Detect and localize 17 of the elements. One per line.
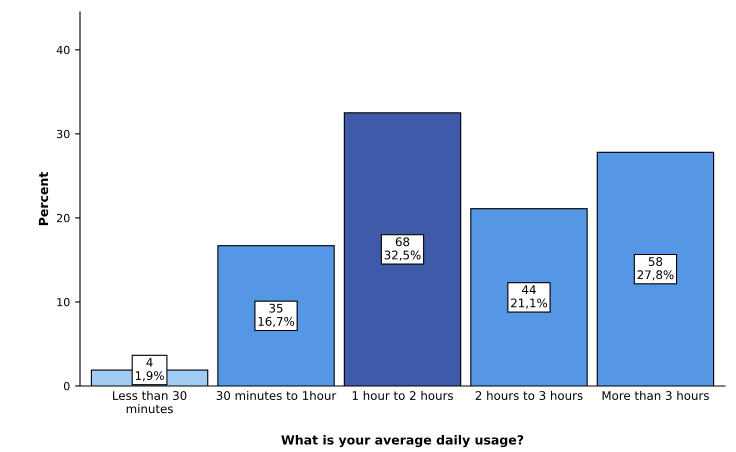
data-label: 68 32,5% [384,237,421,261]
data-label: 58 27,8% [638,257,674,280]
x-axis-title: What is your average daily usage? [281,434,524,448]
data-label: 44 21,1% [511,285,548,309]
data-label: 4 1,9% [136,358,164,382]
y-tick-label: 0 [64,382,70,390]
x-tick-label: Less than 30 minutes [113,390,186,414]
x-tick-label: 1 hour to 2 hours [352,390,453,400]
x-tick-label: More than 3 hours [602,390,709,400]
x-tick-label: 30 minutes to 1hour [216,390,336,400]
y-tick-label: 30 [56,130,70,138]
x-tick-label: 2 hours to 3 hours [476,390,583,400]
data-label: 35 16,7% [258,304,294,328]
y-tick-label: 10 [57,298,70,306]
y-tick-label: 20 [56,214,70,222]
y-tick-label: 40 [56,46,70,54]
y-axis-title: Percent [38,172,48,226]
